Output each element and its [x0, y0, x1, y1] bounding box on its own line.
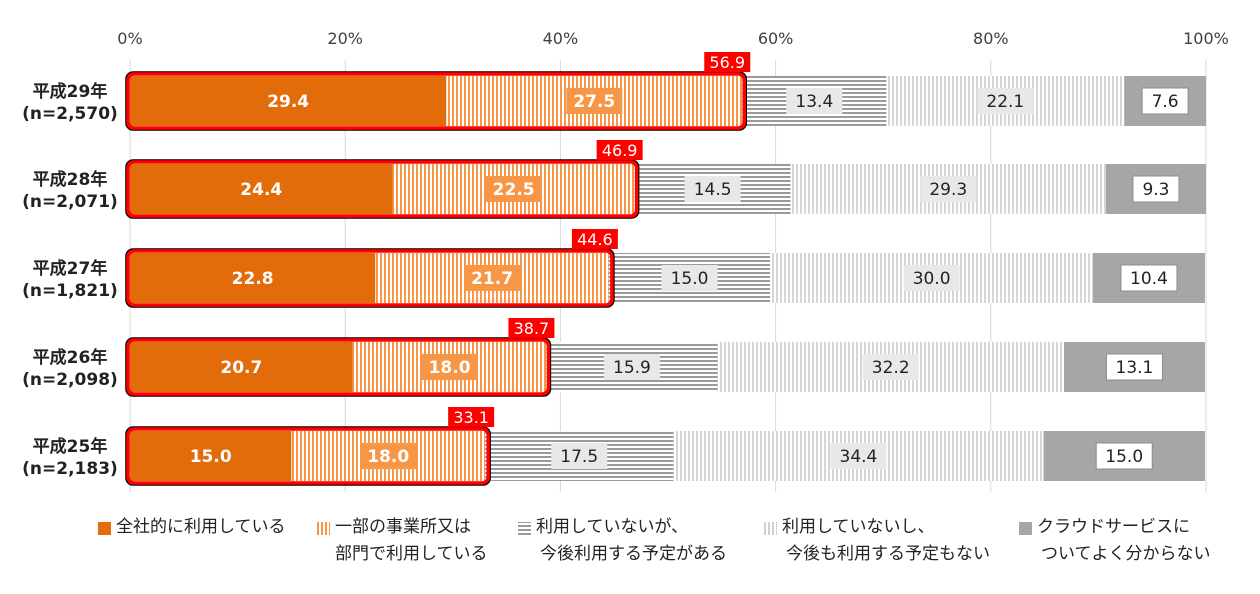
- data-label: 15.0: [671, 269, 709, 289]
- data-label-box: [1132, 175, 1180, 203]
- total-label: 44.6: [577, 230, 613, 249]
- x-tick-label: 80%: [973, 29, 1009, 48]
- data-label: 29.4: [267, 92, 309, 112]
- highlight-outline: [126, 160, 639, 218]
- total-badge: [704, 52, 751, 72]
- highlight-outline: [126, 72, 746, 130]
- data-label: 14.5: [694, 180, 732, 200]
- data-label-box: [920, 176, 977, 202]
- highlight-outline: [126, 249, 614, 307]
- data-label: 22.8: [232, 269, 274, 289]
- highlight-outline: [126, 427, 490, 485]
- data-label-box: [1095, 442, 1153, 470]
- data-label: 7.6: [1152, 92, 1179, 112]
- category-label-year: 平成25年: [33, 436, 108, 457]
- data-label-box: [684, 176, 741, 202]
- x-tick-label: 0%: [117, 29, 142, 48]
- category-label-year: 平成27年: [33, 258, 108, 279]
- category-label-n: (n=1,821): [22, 281, 118, 301]
- data-label-box: [421, 354, 478, 380]
- bar-segment: [130, 431, 292, 481]
- data-label-box: [786, 88, 843, 114]
- x-tick-label: 60%: [758, 29, 794, 48]
- data-label-box: [977, 88, 1034, 114]
- category-label-year: 平成29年: [33, 81, 108, 102]
- total-label: 33.1: [453, 408, 489, 427]
- category-labels: 平成29年(n=2,570) 平成28年(n=2,071) 平成27年(n=1,82…: [22, 81, 118, 479]
- data-label: 9.3: [1142, 180, 1169, 200]
- data-label-box: [1105, 353, 1163, 381]
- data-label-box: [464, 265, 521, 291]
- data-label-box: [1120, 264, 1178, 292]
- category-label-year: 平成26年: [33, 347, 108, 368]
- highlight-outline-dark: [125, 71, 747, 131]
- category-label-n: (n=2,071): [22, 192, 118, 212]
- data-label-box: [862, 354, 919, 380]
- data-label: 15.0: [190, 447, 232, 467]
- x-tick-label: 20%: [327, 29, 363, 48]
- data-label: 22.5: [493, 180, 535, 200]
- total-label: 56.9: [709, 53, 745, 72]
- total-badge: [448, 407, 495, 427]
- total-badge: [571, 229, 618, 249]
- data-label-box: [1141, 87, 1189, 115]
- total-label: 38.7: [514, 319, 550, 338]
- data-label: 17.5: [560, 447, 598, 467]
- category-label-n: (n=2,183): [22, 459, 118, 479]
- category-label-n: (n=2,570): [22, 104, 118, 124]
- data-label: 29.3: [929, 180, 967, 200]
- data-label: 13.4: [795, 92, 833, 112]
- data-label-box: [661, 265, 718, 291]
- category-label-year: 平成28年: [33, 169, 108, 190]
- x-tick-label: 100%: [1183, 29, 1229, 48]
- highlight-outline-dark: [125, 248, 615, 308]
- bar-segment: [130, 342, 353, 392]
- data-label-box: [830, 443, 887, 469]
- highlight-outline-dark: [125, 337, 552, 397]
- bars: [130, 76, 1206, 481]
- total-badge: [596, 140, 643, 160]
- data-label-box: [551, 443, 608, 469]
- x-tick-label: 40%: [543, 29, 579, 48]
- data-label: 15.0: [1105, 447, 1143, 467]
- category-label-n: (n=2,098): [22, 370, 118, 390]
- data-label: 22.1: [986, 92, 1024, 112]
- data-label-box: [903, 265, 960, 291]
- data-label: 24.4: [240, 180, 282, 200]
- data-label-box: [603, 354, 660, 380]
- total-highlights: 56.9 46.9 44.6 38.7 33.1: [125, 52, 751, 486]
- bar-segment: [130, 164, 393, 214]
- data-label-box: [566, 88, 623, 114]
- bar-segment: [130, 253, 376, 303]
- data-label: 20.7: [220, 358, 262, 378]
- total-label: 46.9: [602, 141, 638, 160]
- data-label: 10.4: [1130, 269, 1168, 289]
- data-label: 13.1: [1116, 358, 1154, 378]
- data-label: 30.0: [913, 269, 951, 289]
- highlight-outline: [126, 338, 551, 396]
- data-label: 21.7: [471, 269, 513, 289]
- bar-segment: [130, 76, 447, 126]
- data-label: 15.9: [613, 358, 651, 378]
- data-label: 18.0: [429, 358, 471, 378]
- data-label: 34.4: [840, 447, 878, 467]
- data-label: 18.0: [367, 447, 409, 467]
- data-label-box: [360, 443, 417, 469]
- data-label: 32.2: [872, 358, 910, 378]
- total-badge: [508, 318, 555, 338]
- highlight-outline-dark: [125, 426, 491, 486]
- data-labels: 29.4 27.5 13.4 22.1 7.6 24.4 22.5 14.5 29.3 9.3 22…: [190, 87, 1189, 470]
- data-label-box: [485, 176, 542, 202]
- data-label: 27.5: [573, 92, 615, 112]
- highlight-outline-dark: [125, 159, 640, 219]
- x-axis: 0% 20% 40% 60% 80% 100%: [117, 29, 1229, 48]
